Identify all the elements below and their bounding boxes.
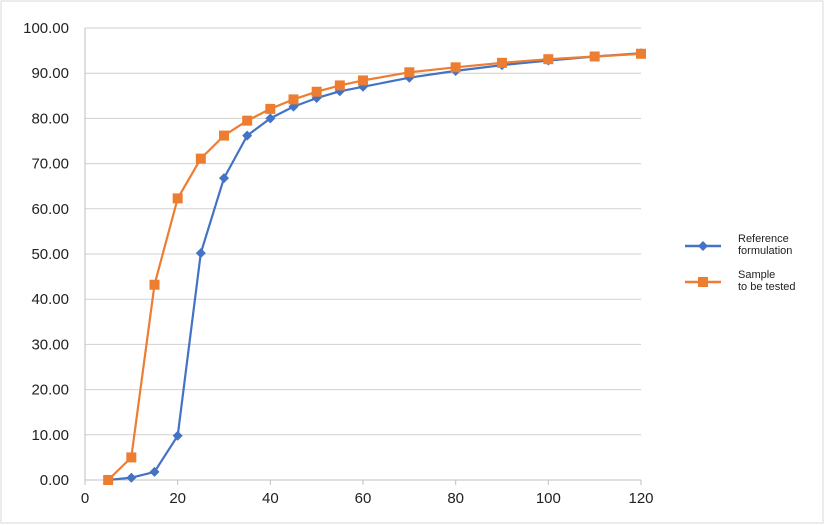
data-point-diamond bbox=[219, 173, 229, 184]
legend: Reference formulation Sample to be teste… bbox=[685, 233, 820, 305]
x-tick-label: 0 bbox=[81, 490, 89, 507]
series-line-1 bbox=[107, 52, 642, 481]
legend-label-sample: Sample to be tested bbox=[738, 269, 796, 293]
data-point-square bbox=[288, 94, 299, 105]
y-tick-label: 60.00 bbox=[31, 201, 69, 218]
data-point-square bbox=[219, 130, 229, 141]
y-tick-label: 10.00 bbox=[31, 427, 69, 444]
data-point-square bbox=[636, 48, 646, 59]
data-point-diamond bbox=[149, 466, 160, 477]
y-tick-label: 90.00 bbox=[31, 65, 69, 82]
data-point-diamond bbox=[126, 472, 137, 483]
data-point-diamond bbox=[195, 248, 206, 259]
y-tick-label: 40.00 bbox=[31, 291, 69, 308]
legend-swatch-reference bbox=[685, 241, 721, 251]
data-point-square bbox=[242, 115, 253, 126]
y-tick-label: 70.00 bbox=[31, 156, 69, 173]
legend-item-sample: Sample to be tested bbox=[685, 269, 820, 305]
data-point-diamond bbox=[265, 113, 276, 124]
data-point-square bbox=[334, 80, 345, 91]
data-point-square bbox=[195, 153, 206, 164]
data-point-square bbox=[265, 103, 276, 114]
data-point-square bbox=[543, 54, 554, 65]
data-point-square bbox=[589, 51, 600, 62]
data-point-diamond bbox=[172, 430, 183, 441]
data-point-square bbox=[450, 62, 461, 73]
y-tick-label: 50.00 bbox=[31, 246, 69, 263]
data-point-square bbox=[126, 452, 137, 463]
x-tick-label: 120 bbox=[628, 490, 653, 507]
x-tick-label: 20 bbox=[169, 490, 186, 507]
x-tick-label: 40 bbox=[262, 490, 279, 507]
y-tick-label: 100.00 bbox=[23, 20, 69, 37]
data-point-square bbox=[149, 279, 160, 290]
x-tick-label: 80 bbox=[447, 490, 464, 507]
legend-label-reference: Reference formulation bbox=[738, 233, 793, 257]
data-point-square bbox=[497, 57, 507, 68]
data-point-square bbox=[172, 193, 183, 204]
x-tick-label: 100 bbox=[536, 490, 561, 507]
data-point-diamond bbox=[242, 130, 253, 141]
y-tick-label: 20.00 bbox=[31, 382, 69, 399]
data-point-square bbox=[404, 67, 415, 78]
y-tick-label: 30.00 bbox=[31, 336, 69, 353]
y-tick-label: 80.00 bbox=[31, 110, 69, 127]
data-point-square bbox=[311, 86, 322, 97]
legend-item-reference: Reference formulation bbox=[685, 233, 820, 269]
data-point-square bbox=[358, 75, 368, 86]
data-point-square bbox=[103, 475, 114, 485]
legend-swatch-sample bbox=[685, 277, 721, 287]
y-tick-label: 0.00 bbox=[40, 472, 69, 489]
series-line-0 bbox=[108, 52, 642, 482]
x-tick-label: 60 bbox=[355, 490, 372, 507]
